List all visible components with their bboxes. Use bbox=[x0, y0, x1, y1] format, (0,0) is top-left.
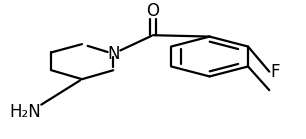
Text: O: O bbox=[147, 2, 159, 20]
Text: F: F bbox=[271, 63, 280, 81]
Text: N: N bbox=[107, 45, 119, 63]
Text: H₂N: H₂N bbox=[9, 103, 41, 121]
